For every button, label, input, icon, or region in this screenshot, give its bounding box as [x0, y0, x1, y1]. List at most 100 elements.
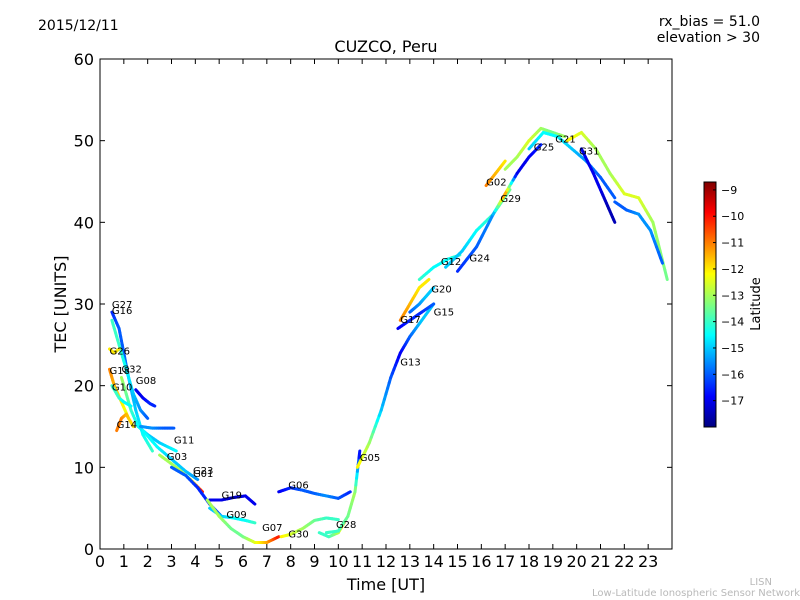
trace-segment	[149, 446, 154, 453]
date-label: 2015/12/11	[38, 18, 119, 34]
series-G26	[108, 347, 121, 355]
series-label-G02: G02	[486, 178, 506, 189]
x-axis-ticks: 0 1 2 3 4 5 6 7 8 9 10 11 12 13 14 15 16 17 18 19 20 21 22 23	[95, 59, 658, 571]
x-tick-label: 3	[166, 552, 176, 571]
series-label-G26: G26	[110, 347, 130, 358]
series-label-G29: G29	[500, 194, 520, 205]
series-G15	[396, 302, 436, 330]
trace-segment	[430, 286, 436, 291]
series-G17	[398, 278, 431, 322]
series-G07	[205, 498, 281, 544]
trace-segment	[357, 449, 362, 460]
colorbar-tick-label: −10	[721, 210, 744, 223]
trace-segment	[561, 134, 567, 139]
trace-segment	[658, 256, 664, 265]
trace-segment	[128, 403, 133, 408]
trace-segment	[651, 220, 657, 234]
chart-title: CUZCO, Peru	[334, 37, 437, 56]
y-tick-label: 40	[74, 213, 94, 232]
trace-segment	[144, 415, 150, 420]
trace-segment	[505, 188, 512, 196]
x-axis-label: Time [UT]	[346, 575, 425, 594]
series-label-G24: G24	[469, 254, 489, 265]
series-label-G10: G10	[112, 383, 132, 394]
series-label-G16: G16	[112, 306, 132, 317]
colorbar-tick-label: −9	[721, 184, 737, 197]
series-label-G03: G03	[167, 452, 187, 463]
x-tick-label: 1	[119, 552, 129, 571]
series-label-G27: G27	[112, 300, 132, 311]
x-tick-label: 14	[423, 552, 443, 571]
series-G03	[141, 429, 200, 482]
series-G13	[355, 302, 436, 469]
credit-long: Low-Latitude Ionospheric Sensor Network	[592, 588, 800, 599]
series-label-G25: G25	[534, 142, 554, 153]
trace-segment	[656, 239, 662, 253]
x-tick-label: 18	[519, 552, 539, 571]
elevation-label: elevation > 30	[656, 30, 760, 46]
x-tick-label: 4	[190, 552, 200, 571]
series-G06	[277, 486, 352, 500]
trace-segment	[130, 422, 135, 428]
series-G31	[565, 131, 669, 281]
x-tick-label: 19	[543, 552, 563, 571]
series-G05	[324, 449, 362, 535]
series-label-G11: G11	[174, 436, 194, 447]
series-label-G06: G06	[288, 481, 308, 492]
x-tick-label: 15	[447, 552, 467, 571]
credit-short: LISN	[749, 577, 772, 588]
series-label-G21: G21	[555, 134, 575, 145]
x-tick-label: 22	[614, 552, 634, 571]
x-tick-label: 2	[143, 552, 153, 571]
colorbar-label: Latitude	[749, 277, 764, 331]
series-G02	[484, 159, 507, 188]
x-tick-label: 13	[400, 552, 420, 571]
trace-segment	[171, 448, 178, 453]
series-G25	[503, 126, 567, 171]
series-G19	[208, 494, 257, 506]
series-G10	[110, 384, 133, 408]
y-tick-label: 10	[74, 458, 94, 477]
trace-segment	[663, 268, 669, 281]
plot-series	[108, 126, 669, 544]
trace-segment	[346, 490, 352, 495]
colorbar-tick-label: −13	[721, 289, 744, 302]
trace-segment	[610, 192, 617, 200]
series-G31b	[579, 147, 617, 224]
x-tick-label: 20	[566, 552, 586, 571]
y-axis-label: TEC [UNITS]	[51, 256, 70, 354]
x-tick-label: 17	[495, 552, 515, 571]
series-G12	[417, 253, 462, 281]
y-tick-label: 30	[74, 295, 94, 314]
series-G20	[408, 286, 436, 314]
series-G30	[279, 516, 340, 539]
trace-segment	[275, 535, 281, 540]
y-axis-ticks: 0 10 20 30 40 50 60	[74, 50, 672, 559]
colorbar-tick-label: −12	[721, 263, 744, 276]
series-G08	[134, 388, 157, 408]
series-label-G08: G08	[136, 376, 156, 387]
x-tick-label: 21	[590, 552, 610, 571]
series-label-G18: G18	[110, 366, 130, 377]
series-label-G32: G32	[121, 365, 141, 376]
series-G29	[456, 143, 543, 273]
x-tick-label: 10	[328, 552, 348, 571]
series-label-G17: G17	[400, 315, 420, 326]
series-label-G09: G09	[226, 510, 246, 521]
y-tick-label: 50	[74, 132, 94, 151]
series-label-G13: G13	[400, 357, 420, 368]
trace-segment	[116, 347, 121, 352]
x-tick-label: 23	[638, 552, 658, 571]
trace-segment	[251, 501, 257, 506]
colorbar-tick-label: −15	[721, 342, 744, 355]
rx-bias-label: rx_bias = 51.0	[658, 14, 760, 30]
series-label-G07: G07	[262, 523, 282, 534]
colorbar	[703, 181, 717, 428]
y-tick-label: 0	[84, 540, 94, 559]
series-label-G20: G20	[431, 285, 451, 296]
x-tick-label: 5	[214, 552, 224, 571]
series-label-G15: G15	[434, 307, 454, 318]
series-label-G31: G31	[579, 147, 599, 158]
